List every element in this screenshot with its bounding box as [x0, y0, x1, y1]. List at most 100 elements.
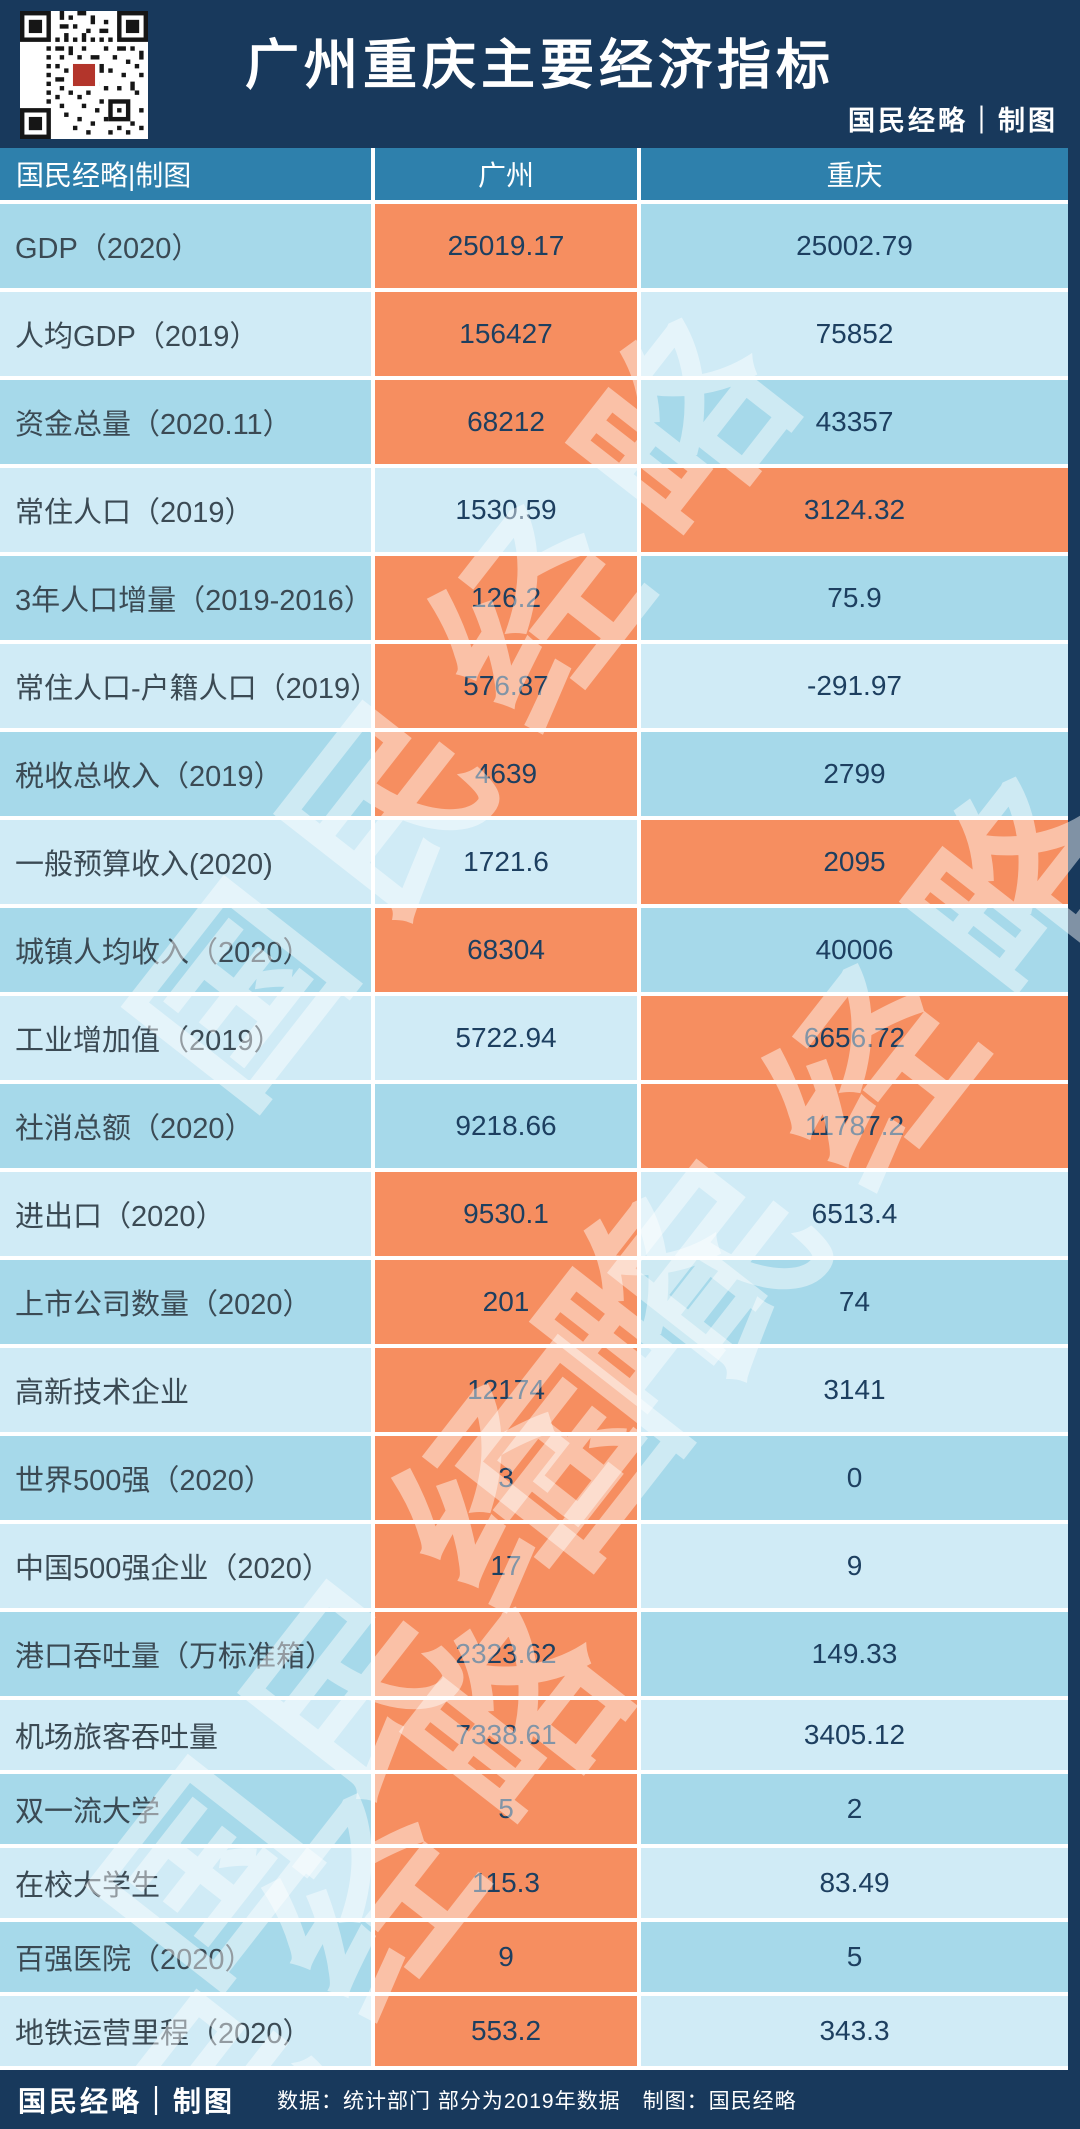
table-row: 在校大学生 115.3 83.49: [0, 1848, 1068, 1922]
indicator-label: 进出口（2020）: [0, 1172, 375, 1256]
table-row: 工业增加值（2019） 5722.94 6656.72: [0, 996, 1068, 1084]
table-row: 双一流大学 5 2: [0, 1774, 1068, 1848]
indicator-label: 3年人口增量（2019-2016）: [0, 556, 375, 640]
chongqing-value: 6513.4: [641, 1172, 1068, 1256]
page-title: 广州重庆主要经济指标: [245, 35, 835, 96]
indicator-label: 港口吞吐量（万标准箱）: [0, 1612, 375, 1696]
indicator-label: 常住人口-户籍人口（2019）: [0, 644, 375, 728]
guangzhou-value: 5722.94: [375, 996, 641, 1080]
guangzhou-value: 68304: [375, 908, 641, 992]
indicator-label: 中国500强企业（2020）: [0, 1524, 375, 1608]
table-row: 社消总额（2020） 9218.66 11787.2: [0, 1084, 1068, 1172]
guangzhou-value: 156427: [375, 292, 641, 376]
chongqing-value: -291.97: [641, 644, 1068, 728]
chongqing-value: 5: [641, 1922, 1068, 1992]
indicator-label: 城镇人均收入（2020）: [0, 908, 375, 992]
guangzhou-value: 9: [375, 1922, 641, 1992]
chongqing-value: 3124.32: [641, 468, 1068, 552]
indicator-label: 机场旅客吞吐量: [0, 1700, 375, 1770]
table-row: 城镇人均收入（2020） 68304 40006: [0, 908, 1068, 996]
title-bar: 广州重庆主要经济指标 国民经略｜制图: [0, 0, 1080, 148]
table-header-source: 国民经略|制图: [0, 148, 375, 200]
guangzhou-value: 2323.62: [375, 1612, 641, 1696]
chongqing-value: 40006: [641, 908, 1068, 992]
guangzhou-value: 3: [375, 1436, 641, 1520]
indicator-label: 百强医院（2020）: [0, 1922, 375, 1992]
qr-code-icon: [20, 11, 148, 139]
guangzhou-value: 1721.6: [375, 820, 641, 904]
table-row: GDP（2020） 25019.17 25002.79: [0, 204, 1068, 292]
indicator-label: 工业增加值（2019）: [0, 996, 375, 1080]
chongqing-value: 6656.72: [641, 996, 1068, 1080]
table-row: 百强医院（2020） 9 5: [0, 1922, 1068, 1996]
guangzhou-value: 12174: [375, 1348, 641, 1432]
table-row: 人均GDP（2019） 156427 75852: [0, 292, 1068, 380]
guangzhou-value: 576.87: [375, 644, 641, 728]
table-header-row: 国民经略|制图 广州 重庆: [0, 148, 1068, 204]
table-row: 一般预算收入(2020) 1721.6 2095: [0, 820, 1068, 908]
indicator-label: 税收总收入（2019）: [0, 732, 375, 816]
guangzhou-value: 68212: [375, 380, 641, 464]
guangzhou-value: 201: [375, 1260, 641, 1344]
guangzhou-value: 9530.1: [375, 1172, 641, 1256]
guangzhou-value: 4639: [375, 732, 641, 816]
chongqing-value: 9: [641, 1524, 1068, 1608]
chongqing-value: 25002.79: [641, 204, 1068, 288]
chongqing-value: 75.9: [641, 556, 1068, 640]
guangzhou-value: 9218.66: [375, 1084, 641, 1168]
indicator-label: 一般预算收入(2020): [0, 820, 375, 904]
table-row: 税收总收入（2019） 4639 2799: [0, 732, 1068, 820]
indicator-label: 地铁运营里程（2020）: [0, 1996, 375, 2066]
chongqing-value: 2799: [641, 732, 1068, 816]
indicator-label: 社消总额（2020）: [0, 1084, 375, 1168]
table-row: 上市公司数量（2020） 201 74: [0, 1260, 1068, 1348]
indicator-label: 在校大学生: [0, 1848, 375, 1918]
chongqing-value: 3141: [641, 1348, 1068, 1432]
table-body: GDP（2020） 25019.17 25002.79 人均GDP（2019） …: [0, 204, 1068, 2070]
table-row: 常住人口（2019） 1530.59 3124.32: [0, 468, 1068, 556]
indicator-label: 常住人口（2019）: [0, 468, 375, 552]
guangzhou-value: 126.2: [375, 556, 641, 640]
guangzhou-value: 553.2: [375, 1996, 641, 2066]
footer-bar: 国民经略｜制图 数据：统计部门 部分为2019年数据 制图：国民经略: [0, 2070, 1080, 2129]
table-header-guangzhou: 广州: [375, 148, 641, 200]
table-row: 进出口（2020） 9530.1 6513.4: [0, 1172, 1068, 1260]
guangzhou-value: 17: [375, 1524, 641, 1608]
chongqing-value: 43357: [641, 380, 1068, 464]
footer-brand: 国民经略｜制图: [18, 2086, 236, 2118]
chongqing-value: 74: [641, 1260, 1068, 1344]
chongqing-value: 343.3: [641, 1996, 1068, 2066]
table-row: 常住人口-户籍人口（2019） 576.87 -291.97: [0, 644, 1068, 732]
indicator-label: 高新技术企业: [0, 1348, 375, 1432]
indicator-label: 世界500强（2020）: [0, 1436, 375, 1520]
table-row: 高新技术企业 12174 3141: [0, 1348, 1068, 1436]
chongqing-value: 83.49: [641, 1848, 1068, 1918]
indicator-label: 人均GDP（2019）: [0, 292, 375, 376]
guangzhou-value: 25019.17: [375, 204, 641, 288]
table-row: 资金总量（2020.11） 68212 43357: [0, 380, 1068, 468]
guangzhou-value: 5: [375, 1774, 641, 1844]
table-row: 机场旅客吞吐量 7338.61 3405.12: [0, 1700, 1068, 1774]
guangzhou-value: 7338.61: [375, 1700, 641, 1770]
indicator-label: 上市公司数量（2020）: [0, 1260, 375, 1344]
chongqing-value: 149.33: [641, 1612, 1068, 1696]
indicator-label: GDP（2020）: [0, 204, 375, 288]
chongqing-value: 0: [641, 1436, 1068, 1520]
header-credit: 国民经略｜制图: [848, 106, 1058, 136]
chongqing-value: 11787.2: [641, 1084, 1068, 1168]
chongqing-value: 75852: [641, 292, 1068, 376]
indicator-label: 资金总量（2020.11）: [0, 380, 375, 464]
table-row: 港口吞吐量（万标准箱） 2323.62 149.33: [0, 1612, 1068, 1700]
guangzhou-value: 1530.59: [375, 468, 641, 552]
table-row: 地铁运营里程（2020） 553.2 343.3: [0, 1996, 1068, 2070]
table-row: 世界500强（2020） 3 0: [0, 1436, 1068, 1524]
chongqing-value: 2095: [641, 820, 1068, 904]
chongqing-value: 3405.12: [641, 1700, 1068, 1770]
table-row: 3年人口增量（2019-2016） 126.2 75.9: [0, 556, 1068, 644]
table-header-chongqing: 重庆: [826, 160, 883, 191]
chongqing-value: 2: [641, 1774, 1068, 1844]
footer-source-note: 数据：统计部门 部分为2019年数据 制图：国民经略: [277, 2089, 797, 2113]
guangzhou-value: 115.3: [375, 1848, 641, 1918]
indicator-label: 双一流大学: [0, 1774, 375, 1844]
